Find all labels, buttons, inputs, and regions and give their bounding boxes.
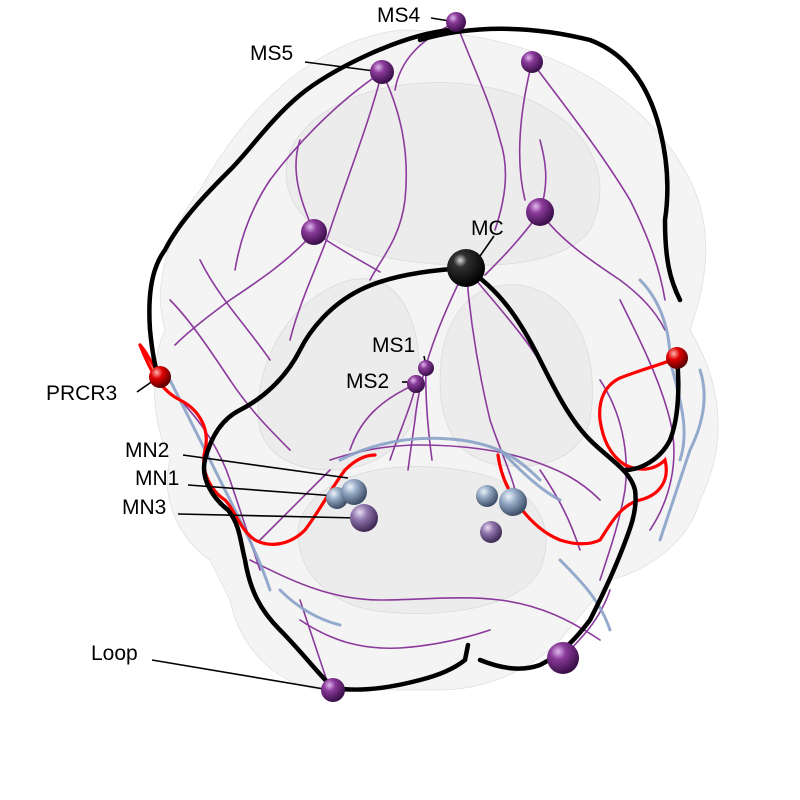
mn1-right-soma (476, 485, 498, 507)
label-prcr3: PRCR3 (46, 382, 117, 405)
loop-leader (151, 659, 331, 691)
brain-mesh-outer (153, 29, 719, 691)
mc-leader (479, 235, 495, 257)
mn3-right-soma (480, 521, 502, 543)
label-mn2: MN2 (125, 439, 169, 462)
mn2-leader (182, 454, 349, 479)
brain-mesh-inner-left (257, 278, 421, 471)
black-tract-right-outer (622, 355, 681, 473)
mn2-right-soma (499, 488, 527, 516)
black-tract-outer-right (417, 26, 683, 303)
ms-unlabeled-top-right-soma (521, 51, 543, 73)
black-tract-bottom (330, 642, 471, 692)
black-tract-outer-left (147, 27, 453, 383)
mn1-leader (187, 484, 337, 497)
somas (149, 12, 688, 702)
mn3-soma (350, 504, 378, 532)
labels: MS4 MS5 MC MS1 MS2 PRCR3 MN2 MN1 MN3 Loo… (46, 4, 504, 665)
label-mc: MC (471, 217, 504, 240)
mn3-leader (177, 513, 359, 519)
label-ms5: MS5 (250, 42, 293, 65)
ms5-soma (370, 60, 394, 84)
red-tract-right (496, 356, 679, 546)
label-mn3: MN3 (122, 496, 166, 519)
brain-mesh (153, 29, 719, 691)
ms-unlabeled-left-soma (301, 219, 327, 245)
mn2-soma (341, 479, 367, 505)
label-ms2: MS2 (346, 370, 389, 393)
ms2-soma (407, 375, 425, 393)
red-tract-left (138, 343, 377, 546)
prcr3-soma (149, 366, 171, 388)
black-tract-inner-loop (201, 265, 469, 691)
label-ms4: MS4 (377, 4, 421, 27)
label-ms1: MS1 (372, 334, 415, 357)
ms-unlabeled-right-soma (526, 198, 554, 226)
ms1-soma (418, 360, 434, 376)
brain-mesh-inner-right (439, 284, 593, 467)
loop-soma (321, 678, 345, 702)
mc-soma (447, 249, 485, 287)
label-mn1: MN1 (135, 467, 179, 490)
label-loop: Loop (91, 642, 138, 665)
loop-right-soma (547, 642, 579, 674)
ms5-leader (304, 61, 383, 73)
prcr-right-soma (666, 347, 688, 369)
ms4-soma (446, 12, 466, 32)
